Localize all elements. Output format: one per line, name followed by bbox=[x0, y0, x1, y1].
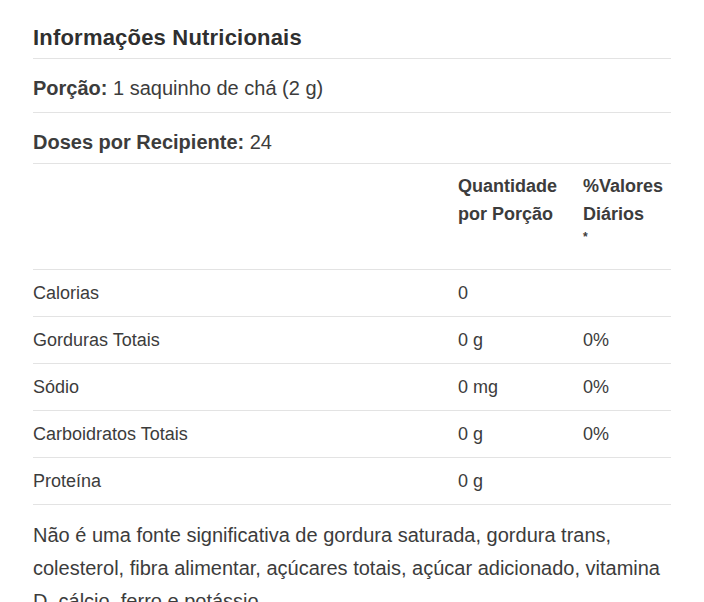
row-quantity: 0 bbox=[458, 282, 583, 305]
row-quantity: 0 g bbox=[458, 470, 583, 493]
column-header-daily-line2: Diários* bbox=[583, 200, 671, 256]
page-title: Informações Nutricionais bbox=[33, 24, 671, 51]
servings-per-container-label: Doses por Recipiente: bbox=[33, 131, 244, 153]
row-daily-value: 0% bbox=[583, 329, 671, 352]
nutrition-facts-panel: Informações Nutricionais Porção: 1 saqui… bbox=[0, 0, 704, 602]
row-daily-value: 0% bbox=[583, 376, 671, 399]
row-label: Sódio bbox=[33, 376, 458, 399]
column-header-daily-line1: %Valores bbox=[583, 172, 671, 200]
table-row-protein: Proteína 0 g bbox=[33, 458, 671, 505]
column-header-quantity-per-serving: Quantidade por Porção bbox=[458, 172, 583, 228]
row-label: Gorduras Totais bbox=[33, 329, 458, 352]
table-row-calories: Calorias 0 bbox=[33, 270, 671, 317]
column-header-daily-values: %Valores Diários* bbox=[583, 172, 671, 256]
serving-size-value: 1 saquinho de chá (2 g) bbox=[113, 77, 323, 99]
row-quantity: 0 mg bbox=[458, 376, 583, 399]
row-label: Proteína bbox=[33, 470, 458, 493]
table-header-row: Quantidade por Porção %Valores Diários* bbox=[33, 164, 671, 270]
row-quantity: 0 g bbox=[458, 329, 583, 352]
column-header-quantity-line1: Quantidade bbox=[458, 172, 583, 200]
row-daily-value: 0% bbox=[583, 423, 671, 446]
servings-per-container-value: 24 bbox=[250, 131, 272, 153]
row-label: Calorias bbox=[33, 282, 458, 305]
footnote: Não é uma fonte significativa de gordura… bbox=[33, 505, 663, 602]
table-row-total-carbohydrate: Carboidratos Totais 0 g 0% bbox=[33, 411, 671, 458]
table-row-sodium: Sódio 0 mg 0% bbox=[33, 364, 671, 411]
serving-size-label: Porção: bbox=[33, 77, 107, 99]
column-header-quantity-line2: por Porção bbox=[458, 200, 583, 228]
servings-per-container-row: Doses por Recipiente: 24 bbox=[33, 113, 671, 164]
table-row-total-fat: Gorduras Totais 0 g 0% bbox=[33, 317, 671, 364]
daily-values-asterisk: * bbox=[583, 230, 588, 244]
row-label: Carboidratos Totais bbox=[33, 423, 458, 446]
serving-size-row: Porção: 1 saquinho de chá (2 g) bbox=[33, 59, 671, 113]
row-quantity: 0 g bbox=[458, 423, 583, 446]
panel-header: Informações Nutricionais bbox=[33, 0, 671, 59]
